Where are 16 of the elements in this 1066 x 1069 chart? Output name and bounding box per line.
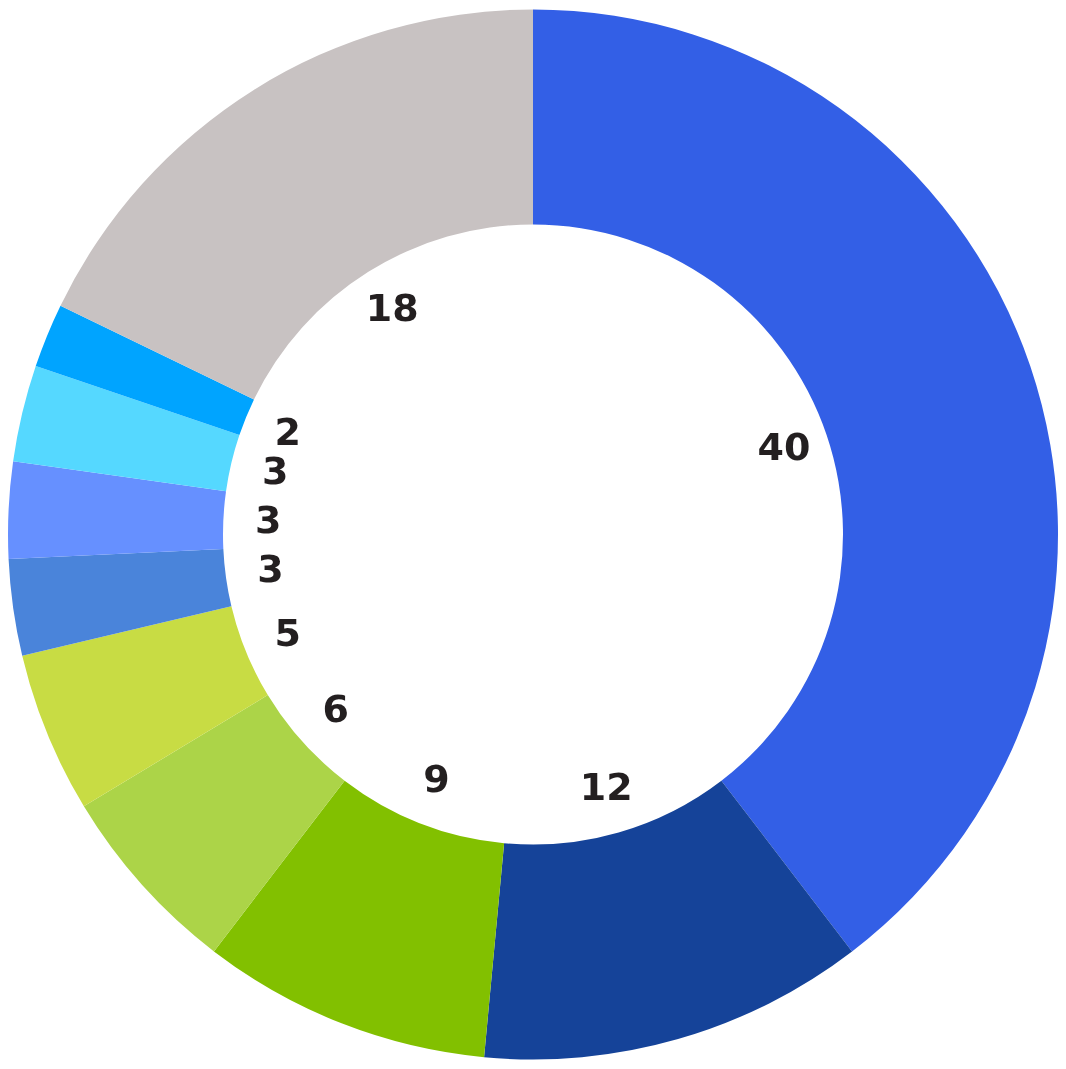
data-label: 3 — [257, 547, 284, 592]
donut-slice — [35, 305, 254, 436]
data-label: 12 — [579, 765, 633, 810]
donut-slice — [83, 695, 345, 952]
donut-slice — [8, 548, 232, 656]
donut-slice — [22, 606, 268, 807]
data-label: 3 — [255, 498, 282, 543]
data-label: 9 — [423, 757, 450, 802]
data-label: 18 — [365, 285, 419, 330]
donut-slice — [533, 9, 1058, 952]
donut-slice — [13, 366, 240, 492]
donut-slice — [60, 9, 533, 400]
data-label: 5 — [274, 610, 302, 655]
donut-slice — [8, 461, 227, 559]
data-label: 40 — [757, 425, 811, 470]
data-label: 6 — [322, 687, 349, 732]
